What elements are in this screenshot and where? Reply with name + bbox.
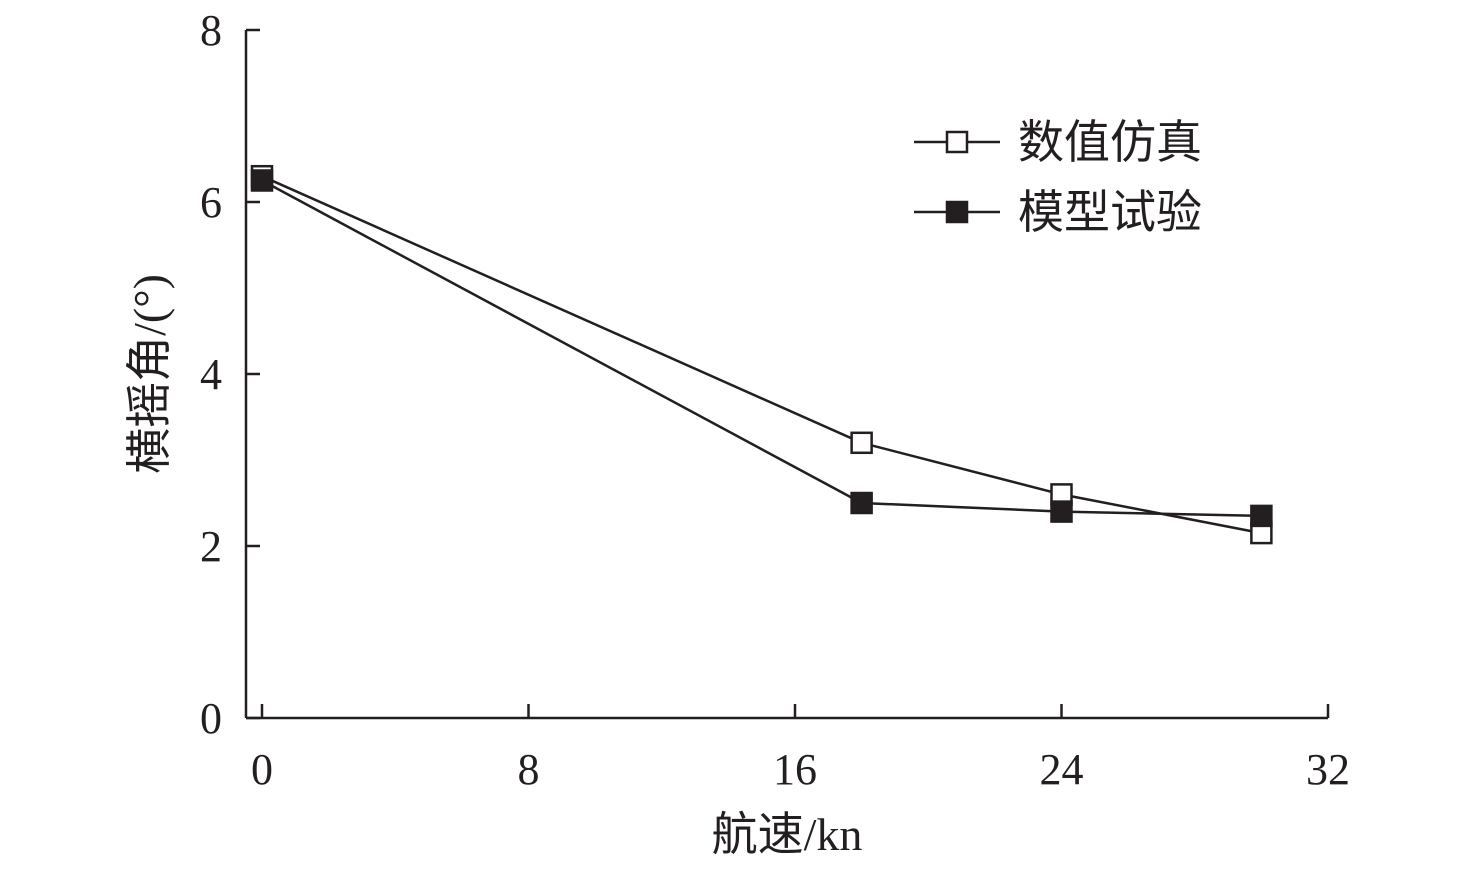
x-tick-label: 32 (1306, 745, 1350, 794)
y-axis-title: 横摇角/(°) (124, 274, 175, 474)
x-tick-label: 24 (1040, 745, 1084, 794)
legend-item: 数值仿真 (914, 117, 1202, 168)
legend-marker (945, 130, 969, 154)
y-tick-label: 2 (200, 522, 222, 571)
series-layer (250, 164, 1273, 545)
legend-item: 模型试验 (914, 187, 1202, 238)
series-line (261, 179, 1262, 518)
data-point (1250, 504, 1273, 528)
y-tick-label: 0 (200, 694, 222, 743)
y-ticks: 0 2 4 6 8 (200, 6, 260, 743)
data-point (250, 169, 274, 192)
legend-marker (945, 200, 969, 224)
x-tick-label: 0 (251, 745, 273, 794)
y-tick-label: 6 (200, 178, 222, 227)
data-point (850, 491, 873, 515)
data-point (850, 431, 873, 455)
legend-label: 模型试验 (1018, 187, 1202, 238)
y-tick-label: 4 (200, 350, 222, 399)
y-tick-label: 8 (200, 6, 222, 55)
x-axis-title: 航速/kn (712, 809, 863, 860)
x-ticks: 0 8 16 24 32 (251, 704, 1350, 794)
x-tick-label: 16 (773, 745, 817, 794)
legend-label: 数值仿真 (1018, 117, 1202, 168)
x-tick-label: 8 (518, 745, 540, 794)
series-2 (250, 169, 1273, 528)
data-point (1050, 500, 1073, 523)
